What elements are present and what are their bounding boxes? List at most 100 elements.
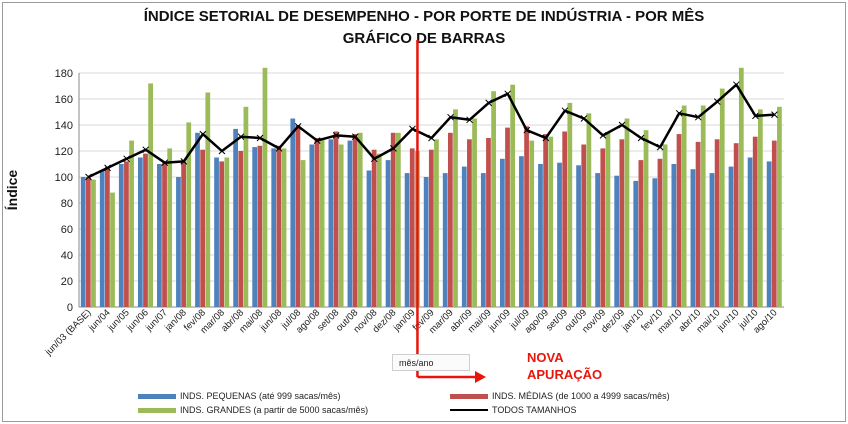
bar-small	[576, 165, 581, 307]
line-point-marker	[599, 132, 607, 139]
bar-medium	[162, 161, 167, 307]
line-point-marker	[161, 159, 169, 167]
bar-small	[557, 162, 562, 307]
x-tick-label: jun/10	[715, 307, 742, 334]
line-point-marker	[237, 133, 245, 141]
line-point-marker	[504, 90, 512, 98]
annotation-line1: NOVA	[527, 350, 564, 365]
y-tick-label: 80	[61, 198, 73, 210]
bar-large	[148, 83, 154, 308]
bar-small	[690, 169, 696, 307]
bar-medium	[314, 138, 320, 307]
x-tick-label: jun/09	[486, 307, 513, 334]
line-point-marker	[199, 130, 207, 138]
bar-small	[80, 177, 86, 307]
bar-medium	[695, 141, 701, 307]
bar-medium	[467, 139, 472, 307]
legend-label-all: TODOS TAMANHOS	[492, 405, 577, 415]
bar-medium	[486, 138, 491, 307]
bar-large	[91, 179, 96, 307]
line-point-marker	[618, 121, 626, 129]
bar-small	[480, 173, 486, 307]
legend-label-large: INDS. GRANDES (a partir de 5000 sacas/mê…	[180, 405, 369, 415]
bar-small	[233, 128, 238, 307]
bar-small	[404, 173, 410, 307]
bar-medium	[600, 148, 606, 307]
bar-large	[376, 153, 382, 307]
line-point-marker	[390, 145, 397, 152]
bar-large	[453, 109, 458, 308]
bar-small	[538, 164, 543, 307]
line-point-marker	[713, 98, 721, 105]
bar-medium	[352, 134, 358, 307]
line-point-marker	[523, 126, 531, 134]
bar-large	[567, 102, 573, 308]
bar-large	[643, 130, 649, 307]
annotation-arrow-head	[475, 371, 486, 383]
bar-medium	[238, 151, 244, 307]
bar-medium	[409, 148, 415, 307]
bar-large	[205, 92, 211, 307]
bar-large	[167, 148, 173, 307]
bar-small	[195, 132, 200, 307]
line-point-marker	[180, 158, 188, 165]
bar-medium	[619, 139, 625, 307]
x-tick-label: jan/10	[619, 307, 646, 334]
bar-small	[366, 170, 372, 307]
line-point-marker	[733, 81, 740, 89]
y-tick-label: 160	[55, 94, 73, 106]
bar-medium	[219, 161, 225, 307]
line-point-marker	[142, 146, 150, 154]
bar-small	[633, 180, 639, 307]
bar-large	[224, 157, 230, 307]
bar-large	[243, 106, 249, 307]
y-tick-label: 20	[61, 276, 73, 288]
line-point-marker	[656, 143, 664, 151]
line-point-marker	[218, 147, 226, 155]
bar-large	[262, 67, 268, 307]
x-tick-label: jun/03 (BASE)	[43, 307, 94, 358]
bar-small	[118, 164, 124, 307]
bar-large	[186, 122, 192, 308]
bar-large	[548, 136, 554, 307]
legend-swatch-small	[138, 393, 176, 399]
bar-small	[766, 161, 772, 307]
line-point-marker	[542, 134, 550, 142]
bar-small	[157, 164, 162, 307]
bar-large	[338, 144, 344, 307]
bar-small	[99, 170, 105, 307]
legend-item-all: TODOS TAMANHOS	[450, 405, 577, 415]
legend-item-medium: INDS. MÉDIAS (de 1000 a 4999 sacas/mês)	[450, 391, 670, 401]
line-point-marker	[675, 109, 683, 117]
bar-large	[662, 144, 668, 307]
annotation-line2: APURAÇÃO	[527, 367, 603, 382]
bar-large	[777, 106, 782, 307]
y-tick-label: 180	[55, 68, 73, 80]
line-point-marker	[104, 164, 111, 172]
bar-medium	[143, 153, 148, 307]
bar-small	[347, 140, 353, 307]
bar-medium	[733, 143, 739, 307]
bar-medium	[638, 160, 644, 307]
bar-medium	[85, 177, 91, 307]
bar-small	[290, 118, 296, 307]
x-tick-label: jun/04	[86, 307, 113, 334]
chart-title: ÍNDICE SETORIAL DE DESEMPENHO - POR PORT…	[143, 8, 705, 25]
bar-small	[442, 173, 448, 307]
bar-large	[700, 105, 706, 307]
bar-medium	[124, 161, 129, 307]
bar-small	[747, 157, 753, 307]
bar-large	[681, 105, 687, 307]
bar-medium	[524, 126, 529, 307]
bar-small	[137, 157, 143, 307]
bar-medium	[581, 144, 587, 307]
bar-medium	[714, 139, 720, 307]
x-axis-title: mês/ano	[392, 354, 470, 371]
bar-medium	[447, 132, 453, 307]
bar-small	[671, 164, 677, 307]
line-point-marker	[256, 134, 264, 142]
line-point-marker	[771, 111, 778, 118]
y-tick-label: 140	[55, 120, 73, 132]
bar-large	[300, 160, 306, 307]
